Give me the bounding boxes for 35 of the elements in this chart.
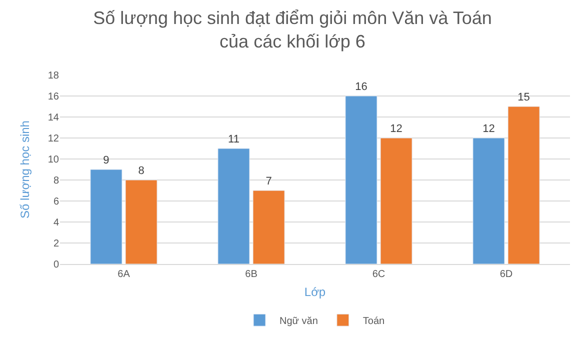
y-axis-title: Số lượng học sinh: [18, 120, 32, 218]
data-label: 7: [266, 176, 272, 188]
bar: [125, 180, 158, 264]
x-axis-title: Lớp: [304, 284, 326, 299]
legend-label: Toán: [362, 316, 385, 327]
x-tick-label: 6B: [245, 269, 258, 280]
data-label: 11: [228, 134, 240, 146]
chart-title: Số lượng học sinh đạt điểm giỏi môn Văn và Toán của các khối lớp 6: [93, 8, 492, 52]
data-label: 12: [390, 123, 402, 135]
data-label: 12: [482, 123, 495, 135]
data-label: 16: [355, 81, 368, 93]
y-tick-label: 16: [48, 92, 60, 102]
y-tick-label: 12: [48, 134, 60, 144]
x-tick-label: 6A: [118, 269, 130, 280]
y-tick-label: 10: [48, 154, 60, 166]
bar: [472, 138, 505, 264]
bar: [380, 138, 412, 264]
y-tick-label: 14: [48, 112, 60, 124]
y-tick-label: 2: [53, 238, 60, 250]
data-label: 8: [138, 165, 144, 177]
y-tick-label: 18: [48, 70, 60, 82]
x-tick-label: 6D: [500, 269, 513, 280]
bar: [508, 106, 540, 264]
bar: [90, 169, 122, 264]
legend-label: Ngữ văn: [280, 316, 318, 327]
bar: [252, 190, 285, 264]
y-tick-label: 8: [53, 176, 60, 186]
bar: [218, 148, 250, 264]
y-tick-label: 6: [53, 196, 60, 208]
data-label: 15: [518, 92, 530, 104]
x-tick-label: 6C: [372, 269, 386, 280]
bar: [345, 96, 378, 264]
data-label: 9: [103, 154, 110, 166]
y-tick-label: 0: [53, 260, 60, 270]
y-tick-label: 4: [53, 218, 60, 228]
